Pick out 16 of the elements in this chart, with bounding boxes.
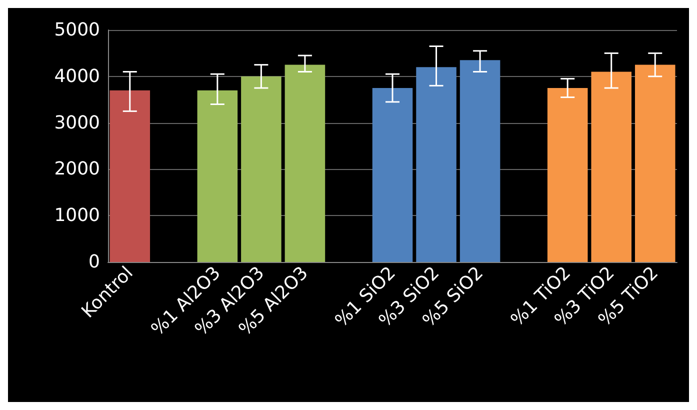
- bar: [460, 60, 500, 262]
- bar: [372, 88, 413, 262]
- bar: [416, 67, 456, 262]
- bar: [241, 76, 282, 262]
- y-tick-label: 0: [88, 252, 100, 272]
- y-tick-label: 3000: [54, 112, 100, 134]
- y-tick-label: 4000: [54, 66, 100, 87]
- bar: [284, 64, 326, 262]
- bar: [110, 90, 150, 262]
- y-tick-label: 1000: [54, 205, 100, 226]
- bar: [547, 88, 588, 262]
- bar: [634, 64, 676, 262]
- y-tick-label: 2000: [54, 158, 100, 180]
- y-tick-label: 5000: [54, 20, 100, 40]
- bar: [591, 72, 632, 262]
- bar: [197, 90, 238, 262]
